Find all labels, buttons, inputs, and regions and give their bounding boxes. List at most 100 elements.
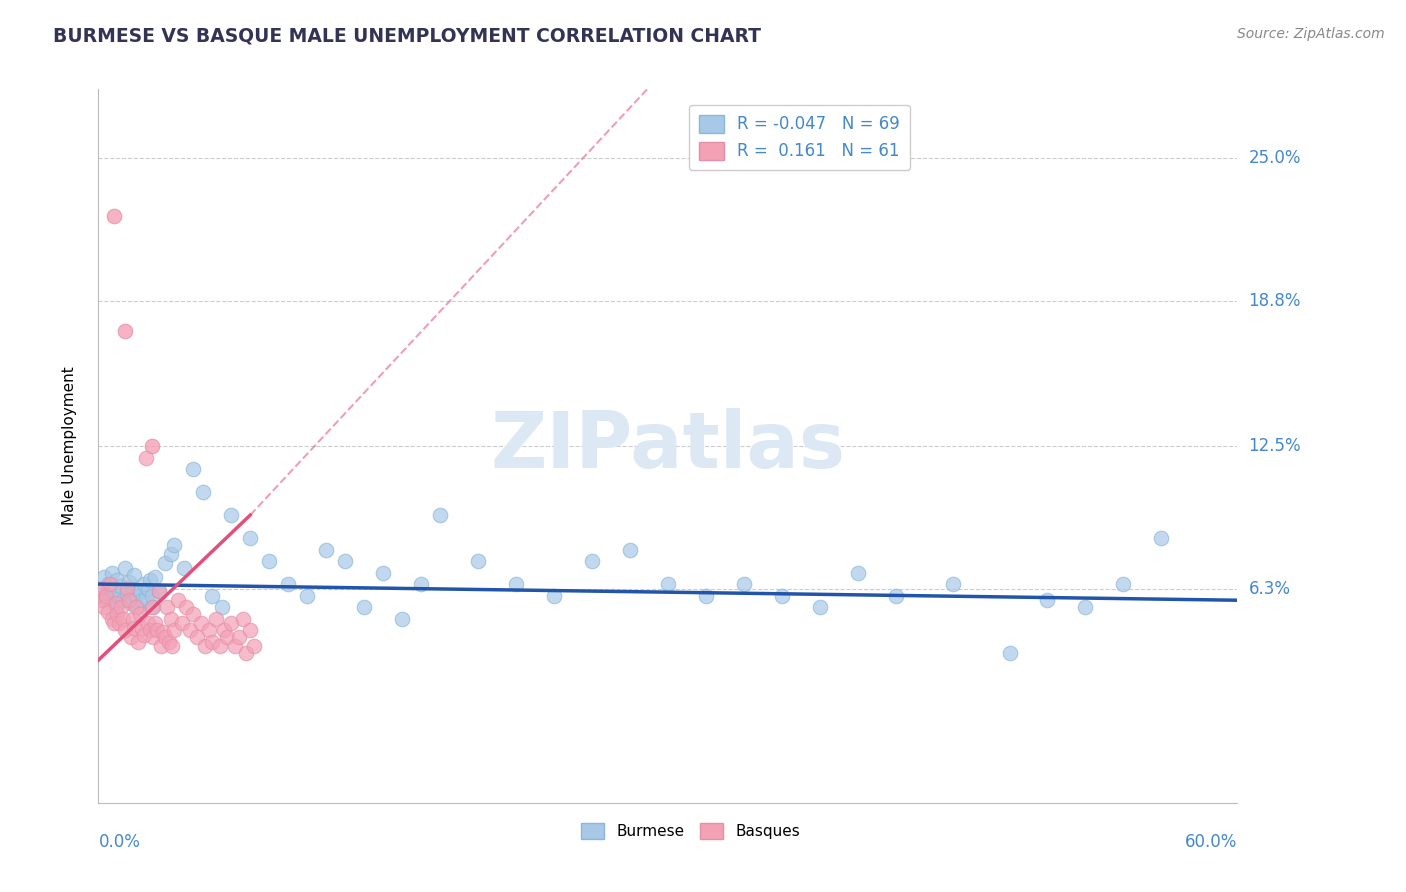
- Point: [91, 593, 114, 607]
- Point: [163, 538, 186, 552]
- Point: [657, 577, 679, 591]
- Point: [138, 623, 160, 637]
- Point: [190, 616, 212, 631]
- Point: [174, 600, 197, 615]
- Point: [239, 623, 262, 637]
- Point: [132, 628, 155, 642]
- Y-axis label: Male Unemployment: Male Unemployment: [62, 367, 77, 525]
- Point: [191, 485, 214, 500]
- Point: [135, 591, 157, 605]
- Point: [136, 616, 159, 631]
- Point: [129, 607, 152, 621]
- Point: [194, 640, 217, 654]
- Point: [97, 605, 120, 619]
- Point: [145, 616, 167, 631]
- Text: 0.0%: 0.0%: [98, 833, 141, 851]
- Point: [201, 634, 224, 648]
- Point: [183, 607, 205, 621]
- Point: [201, 589, 224, 603]
- Point: [297, 589, 319, 603]
- Point: [104, 595, 127, 609]
- Point: [846, 566, 869, 580]
- Point: [232, 612, 254, 626]
- Point: [543, 589, 565, 603]
- Point: [91, 582, 114, 596]
- Point: [619, 542, 641, 557]
- Text: 60.0%: 60.0%: [1185, 833, 1237, 851]
- Point: [94, 589, 117, 603]
- Point: [228, 630, 250, 644]
- Point: [127, 634, 149, 648]
- Point: [197, 623, 219, 637]
- Point: [157, 634, 180, 648]
- Point: [353, 600, 375, 615]
- Point: [115, 586, 138, 600]
- Point: [148, 584, 170, 599]
- Point: [167, 593, 190, 607]
- Point: [108, 591, 131, 605]
- Point: [505, 577, 527, 591]
- Point: [124, 621, 146, 635]
- Point: [114, 324, 136, 338]
- Point: [98, 589, 121, 603]
- Point: [142, 630, 165, 644]
- Point: [89, 582, 111, 596]
- Point: [141, 600, 163, 615]
- Point: [103, 616, 125, 631]
- Text: 25.0%: 25.0%: [1249, 149, 1301, 168]
- Point: [429, 508, 451, 522]
- Point: [125, 589, 148, 603]
- Point: [1074, 600, 1097, 615]
- Point: [115, 582, 138, 596]
- Point: [152, 625, 174, 640]
- Point: [110, 600, 132, 615]
- Point: [129, 584, 152, 599]
- Point: [150, 640, 173, 654]
- Point: [942, 577, 965, 591]
- Point: [221, 616, 243, 631]
- Point: [173, 561, 195, 575]
- Point: [131, 593, 153, 607]
- Point: [108, 616, 131, 631]
- Point: [120, 595, 142, 609]
- Point: [211, 600, 233, 615]
- Text: ZIPatlas: ZIPatlas: [491, 408, 845, 484]
- Point: [94, 593, 117, 607]
- Point: [235, 646, 257, 660]
- Point: [138, 573, 160, 587]
- Point: [104, 600, 127, 615]
- Point: [239, 531, 262, 545]
- Point: [153, 630, 176, 644]
- Point: [159, 612, 181, 626]
- Legend: Burmese, Basques: Burmese, Basques: [575, 817, 806, 845]
- Point: [162, 640, 184, 654]
- Point: [371, 566, 394, 580]
- Point: [136, 582, 159, 596]
- Point: [118, 593, 141, 607]
- Point: [121, 582, 143, 596]
- Point: [998, 646, 1021, 660]
- Point: [335, 554, 357, 568]
- Text: 6.3%: 6.3%: [1249, 580, 1291, 598]
- Point: [179, 623, 201, 637]
- Point: [391, 612, 413, 626]
- Point: [1150, 531, 1173, 545]
- Point: [141, 589, 163, 603]
- Point: [411, 577, 433, 591]
- Point: [107, 573, 129, 587]
- Point: [93, 600, 115, 615]
- Point: [93, 570, 115, 584]
- Point: [315, 542, 337, 557]
- Point: [135, 450, 157, 465]
- Point: [695, 589, 717, 603]
- Point: [100, 612, 122, 626]
- Text: 12.5%: 12.5%: [1249, 437, 1301, 455]
- Point: [121, 612, 143, 626]
- Point: [110, 579, 132, 593]
- Point: [124, 568, 146, 582]
- Point: [186, 630, 208, 644]
- Point: [170, 616, 193, 631]
- Point: [221, 508, 243, 522]
- Point: [224, 640, 246, 654]
- Point: [100, 566, 122, 580]
